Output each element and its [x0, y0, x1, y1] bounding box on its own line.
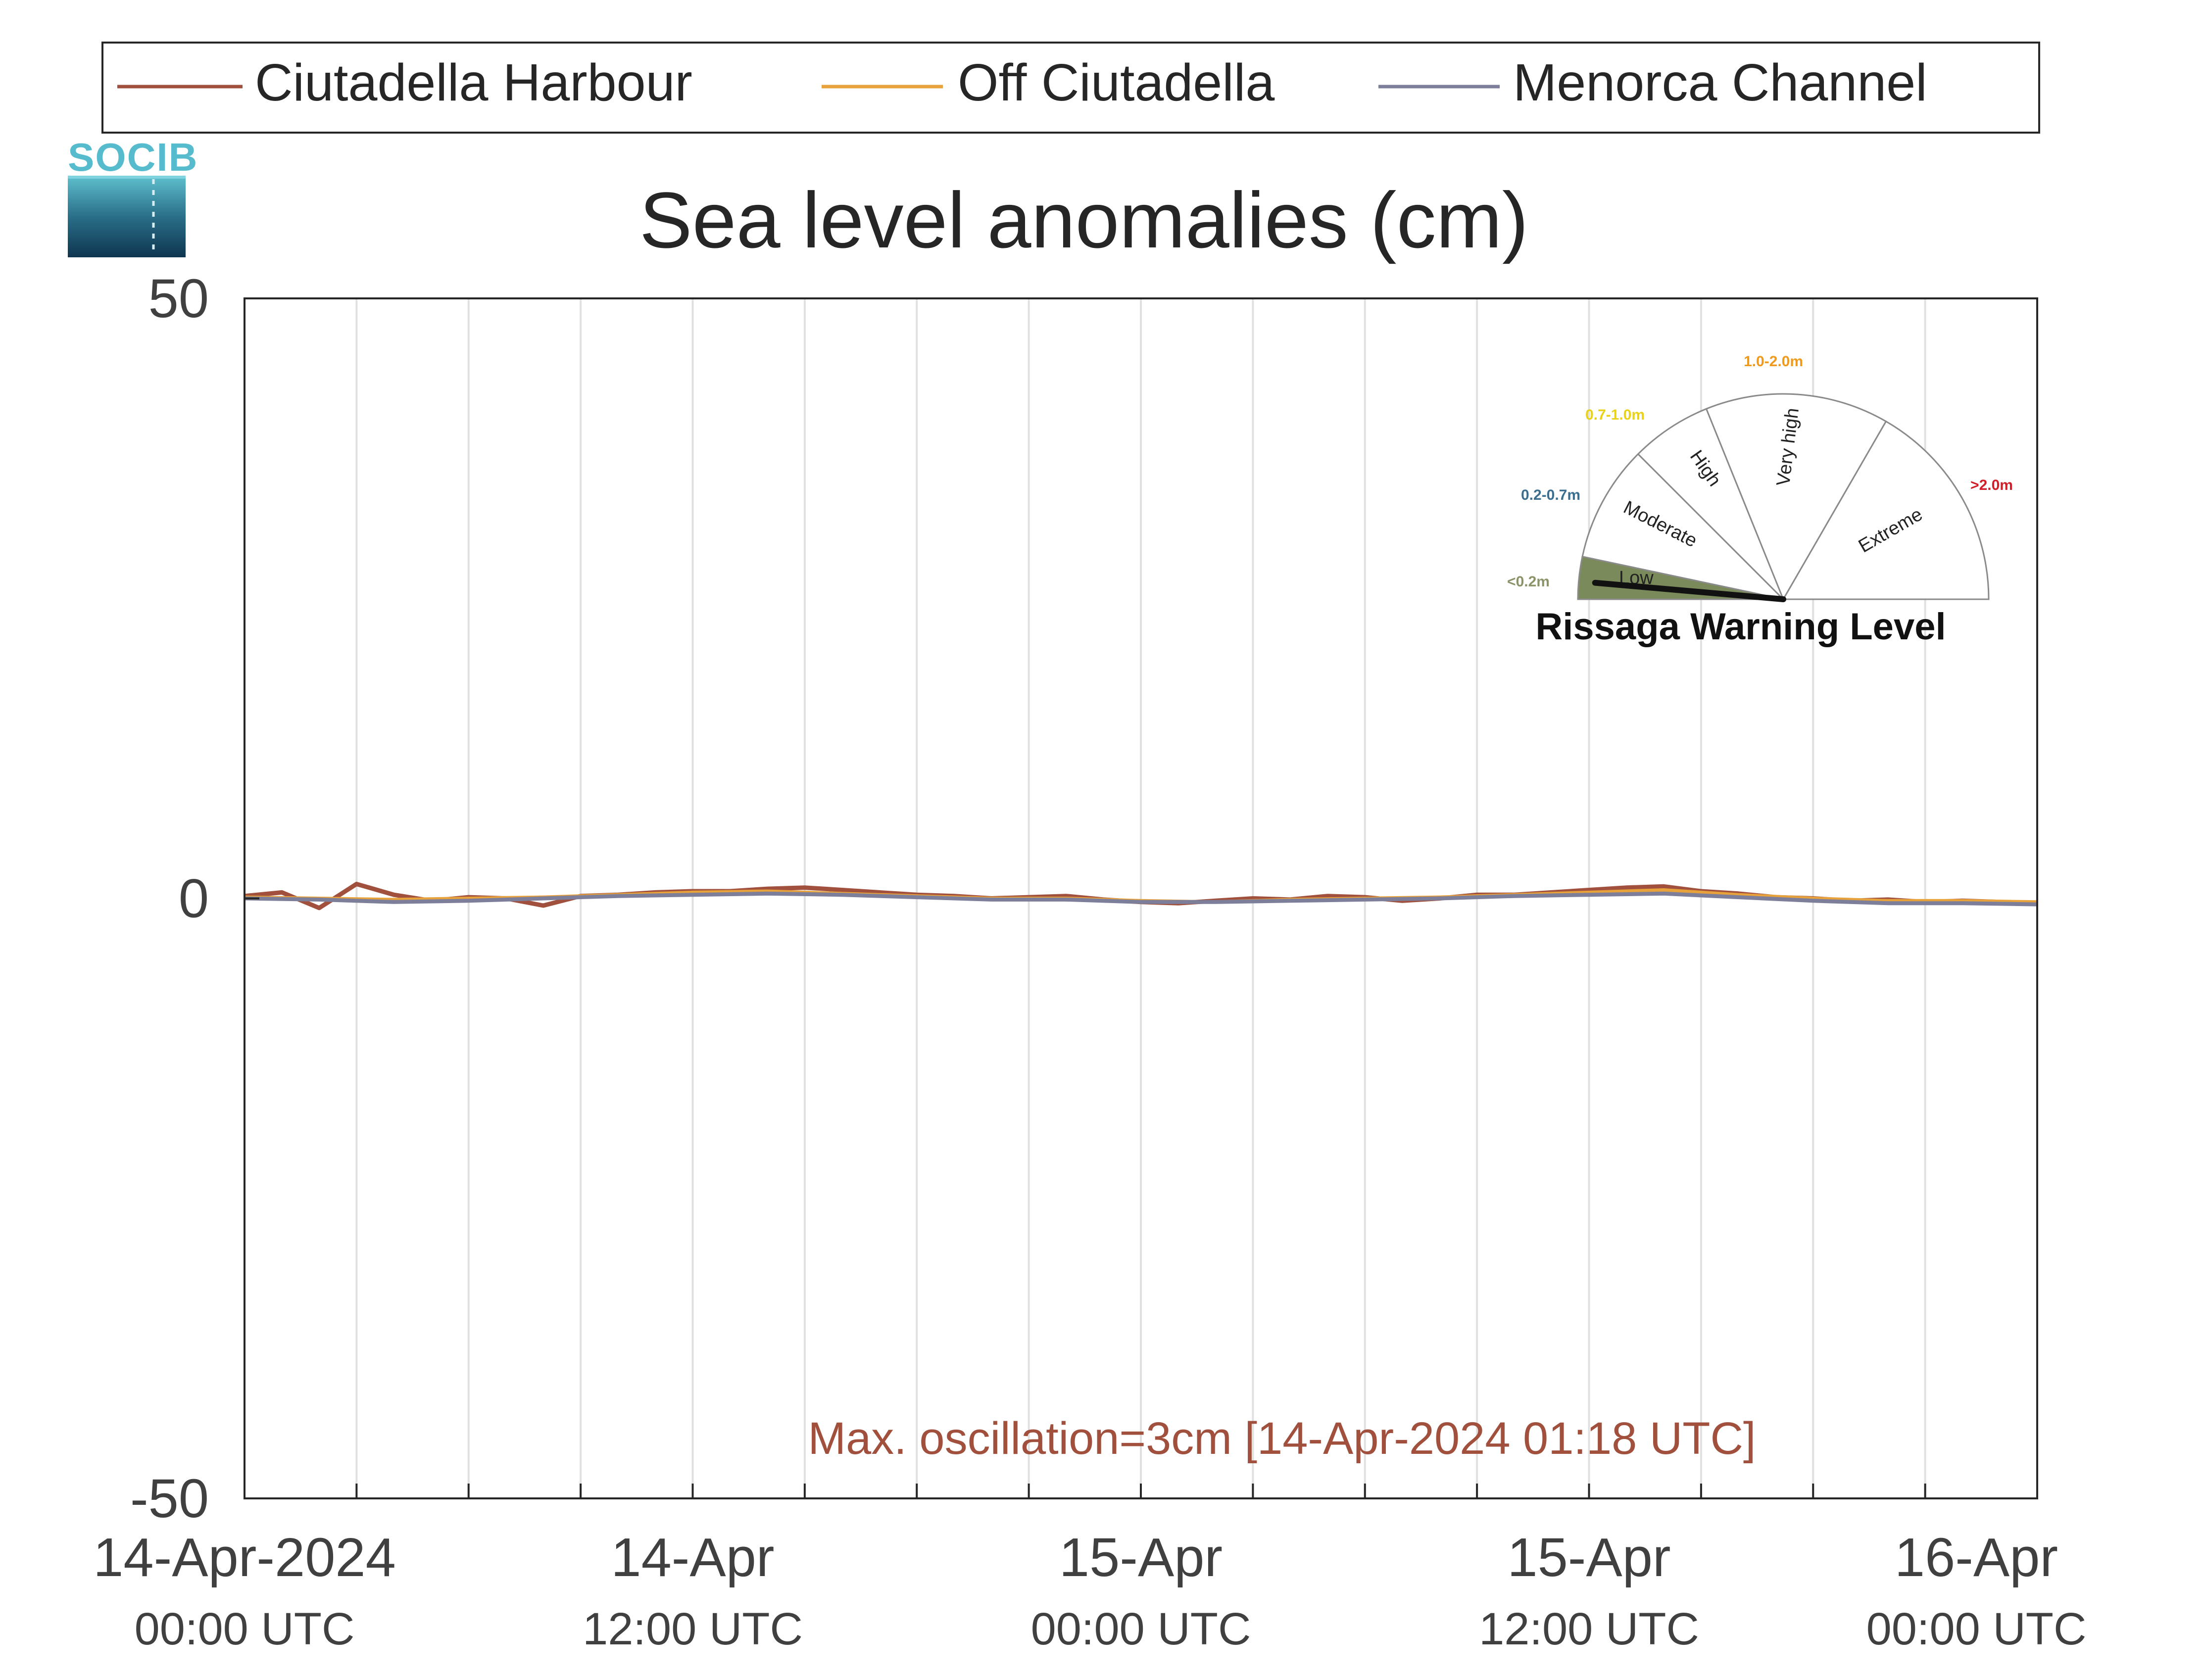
- gauge-range-extreme: >2.0m: [1970, 477, 2013, 493]
- x-tick-label-1-time: 12:00 UTC: [583, 1604, 803, 1654]
- x-tick-label-2-date: 15-Apr: [1059, 1527, 1223, 1588]
- y-tick-label-0: 0: [179, 868, 209, 929]
- gauge-range-low: <0.2m: [1507, 574, 1550, 590]
- socib-logo: SOCIB: [68, 135, 198, 257]
- series-line-menorca-channel: [244, 891, 2038, 907]
- gauge-sector-moderate: [1581, 453, 1786, 601]
- socib-logo-mark: [68, 176, 186, 257]
- x-tick-label-4-date: 16-Apr: [1895, 1527, 2058, 1588]
- chart-title: Sea level anomalies (cm): [639, 176, 1528, 264]
- gauge-sector-very-high: [1705, 393, 1887, 601]
- gauge-range-high: 0.7-1.0m: [1585, 407, 1645, 423]
- x-tick-label-2-time: 00:00 UTC: [1031, 1604, 1251, 1654]
- x-axis: 14-Apr-2024 00:00 UTC 14-Apr 12:00 UTC 15-Ap…: [93, 1484, 2086, 1654]
- gauge-needle: [1592, 579, 1786, 602]
- x-tick-label-3-time: 12:00 UTC: [1479, 1604, 1699, 1654]
- x-tick-label-1-date: 14-Apr: [611, 1527, 774, 1588]
- legend: Ciutadella Harbour Off Ciutadella Menorc…: [101, 42, 2040, 134]
- gauge-sector-high: [1637, 408, 1784, 600]
- series-lines: [244, 881, 2038, 911]
- legend-frame: [101, 42, 2040, 134]
- x-tick-label-4-time: 00:00 UTC: [1866, 1604, 2087, 1654]
- legend-label-ciutadella-harbour: Ciutadella Harbour: [255, 53, 692, 112]
- gauge-title: Rissaga Warning Level: [1535, 606, 1946, 648]
- legend-label-menorca-channel: Menorca Channel: [1513, 53, 1927, 112]
- x-tick-label-0-time: 00:00 UTC: [135, 1604, 355, 1654]
- socib-logo-text: SOCIB: [68, 135, 198, 179]
- y-tick-label-50: 50: [148, 268, 209, 329]
- max-oscillation-annotation: Max. oscillation=3cm [14-Apr-2024 01:18 …: [808, 1413, 1756, 1464]
- gauge-sector-extreme: [1782, 420, 1990, 600]
- legend-label-off-ciutadella: Off Ciutadella: [958, 53, 1274, 112]
- y-axis: -50 0 50: [130, 268, 259, 1529]
- gauge-range-very-high: 1.0-2.0m: [1744, 353, 1803, 370]
- gauge-range-moderate: 0.2-0.7m: [1521, 487, 1580, 503]
- y-tick-label-50: -50: [130, 1468, 209, 1529]
- x-tick-label-0-date: 14-Apr-2024: [93, 1527, 396, 1588]
- x-tick-label-3-date: 15-Apr: [1507, 1527, 1670, 1588]
